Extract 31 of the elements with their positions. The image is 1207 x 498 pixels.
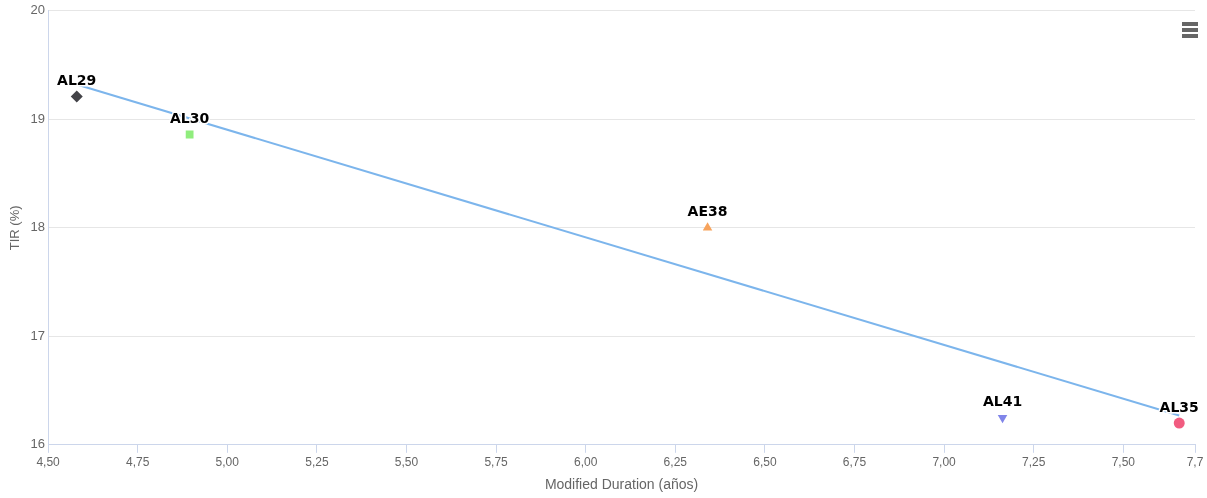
point	[997, 414, 1008, 424]
x-tick-label: 5,50	[394, 455, 419, 470]
point	[1173, 417, 1185, 429]
y-tick-label: 16	[30, 436, 46, 452]
series-label: AL29	[57, 72, 97, 89]
x-tick-label: 4,50	[36, 455, 61, 470]
y-tick-label: 17	[30, 327, 46, 343]
x-tick-label: 6,25	[663, 455, 688, 470]
series-label: AL30	[170, 110, 210, 127]
point	[185, 130, 194, 139]
x-tick-label: 7,50	[1111, 455, 1136, 470]
x-tick-label: 7,7	[1186, 455, 1204, 470]
x-tick-label: 5,00	[215, 455, 240, 470]
y-tick-label: 18	[30, 219, 46, 235]
x-tick-label: 6,75	[842, 455, 867, 470]
y-axis-title: TIR (%)	[7, 205, 23, 251]
series-label: AE38	[687, 203, 728, 220]
series-label: AL35	[1159, 398, 1199, 415]
y-tick-label: 20	[30, 2, 46, 18]
x-tick-label: 6,00	[574, 455, 598, 470]
point	[70, 90, 83, 103]
y-tick-label: 19	[30, 110, 46, 126]
x-tick-label: 6,50	[753, 455, 777, 470]
point	[702, 222, 713, 231]
x-tick-label: 5,25	[305, 455, 329, 470]
series-label: AL41	[982, 393, 1023, 410]
x-tick-label: 7,00	[932, 455, 957, 470]
x-tick-label: 7,25	[1022, 455, 1046, 470]
x-tick-label: 4,75	[125, 455, 150, 470]
x-tick-label: 5,75	[484, 455, 509, 470]
x-axis-title: Modified Duration (años)	[544, 476, 699, 493]
